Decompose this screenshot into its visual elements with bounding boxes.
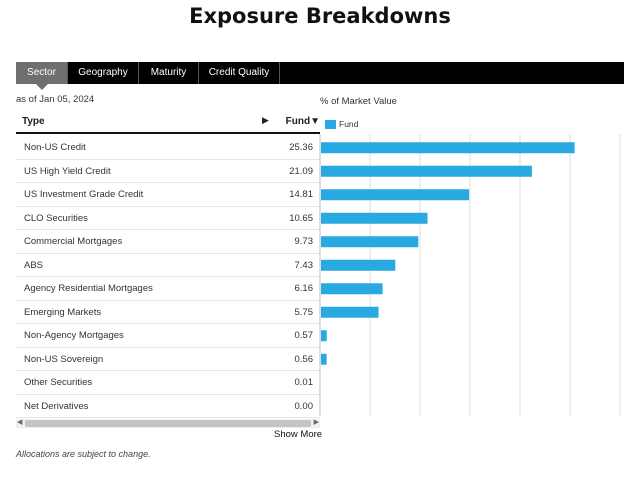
row-type-label: ABS: [24, 259, 44, 271]
row-fund-value: 6.16: [294, 283, 314, 294]
legend-label-fund: Fund: [339, 119, 359, 129]
table-row: US Investment Grade Credit 14.81: [16, 183, 320, 207]
page-title: Exposure Breakdowns: [189, 4, 451, 28]
table-row: Agency Residential Mortgages 6.16: [16, 277, 320, 301]
table-row: Net Derivatives 0.00: [16, 395, 320, 418]
table-row: Emerging Markets 5.75: [16, 301, 320, 324]
bar-us-high-yield-credit: [321, 165, 532, 177]
row-type-label: Non-Agency Mortgages: [24, 330, 124, 341]
row-fund-value: 0.01: [294, 377, 314, 388]
scroll-thumb[interactable]: [25, 420, 311, 427]
row-type-label: CLO Securities: [24, 212, 88, 224]
chart-legend: Fund: [325, 119, 358, 129]
table-row: Non-US Credit 25.36: [16, 136, 320, 160]
bar-abs: [321, 259, 396, 271]
tab-sector[interactable]: Sector: [16, 62, 68, 90]
row-fund-value: 7.43: [294, 259, 314, 271]
tab-maturity[interactable]: Maturity: [139, 62, 199, 84]
show-more-link[interactable]: Show More: [274, 429, 323, 440]
bar-us-investment-grade-credit: [321, 189, 470, 201]
row-fund-value: 25.36: [289, 142, 313, 153]
row-type-label: US High Yield Credit: [24, 165, 111, 177]
chart-title: % of Market Value: [320, 96, 397, 107]
bar-non-us-credit: [321, 142, 575, 154]
fund-header-label: Fund: [285, 116, 311, 127]
bar-non-agency-mortgages: [321, 330, 327, 342]
row-type-label: Non-US Sovereign: [24, 353, 104, 365]
scroll-right-arrow-icon[interactable]: ▶: [262, 115, 269, 125]
type-column-header[interactable]: Type: [22, 116, 45, 127]
table-row: Non-US Sovereign 0.56: [16, 348, 320, 371]
row-fund-value: 0.57: [294, 330, 314, 341]
tab-credit-quality[interactable]: Credit Quality: [199, 62, 280, 84]
bar-emerging-markets: [321, 306, 379, 318]
row-type-label: Non-US Credit: [24, 142, 86, 153]
table-row: Commercial Mortgages 9.73: [16, 230, 320, 254]
legend-swatch: [325, 119, 336, 129]
row-type-label: Other Securities: [24, 377, 93, 388]
bar-agency-residential-mortgages: [321, 283, 383, 295]
table-row: CLO Securities 10.65: [16, 207, 320, 230]
table-header: Type ▶ Fund▼: [16, 110, 320, 134]
row-type-label: Commercial Mortgages: [24, 236, 123, 247]
table-row: Other Securities 0.01: [16, 371, 320, 395]
row-type-label: Emerging Markets: [24, 306, 102, 318]
row-fund-value: 10.65: [289, 212, 313, 224]
tab-geography[interactable]: Geography: [68, 62, 139, 84]
fund-column-header[interactable]: Fund▼: [286, 116, 320, 127]
row-fund-value: 21.09: [289, 165, 313, 177]
row-fund-value: 0.00: [294, 400, 314, 412]
row-type-label: US Investment Grade Credit: [24, 189, 144, 200]
tab-bar: Sector Geography Maturity Credit Quality: [16, 62, 624, 90]
as-of-date: as of Jan 05, 2024: [16, 94, 95, 105]
footnote: Allocations are subject to change.: [16, 449, 151, 459]
row-fund-value: 9.73: [294, 236, 314, 247]
scroll-right-icon[interactable]: ▶: [313, 419, 319, 426]
row-type-label: Net Derivatives: [24, 400, 89, 412]
row-fund-value: 0.56: [294, 353, 314, 365]
bar-commercial-mortgages: [321, 236, 419, 248]
table-row: ABS 7.43: [16, 254, 320, 277]
table-row: US High Yield Credit 21.09: [16, 160, 320, 183]
row-type-label: Agency Residential Mortgages: [24, 283, 153, 294]
horizontal-scrollbar[interactable]: ◀ ▶: [16, 419, 320, 428]
sort-down-icon: ▼: [310, 116, 320, 127]
bar-clo-securities: [321, 212, 428, 224]
row-fund-value: 5.75: [294, 306, 314, 318]
row-fund-value: 14.81: [289, 189, 313, 200]
bar-non-us-sovereign: [321, 353, 327, 365]
scroll-left-icon[interactable]: ◀: [17, 419, 23, 426]
table-row: Non-Agency Mortgages 0.57: [16, 324, 320, 348]
